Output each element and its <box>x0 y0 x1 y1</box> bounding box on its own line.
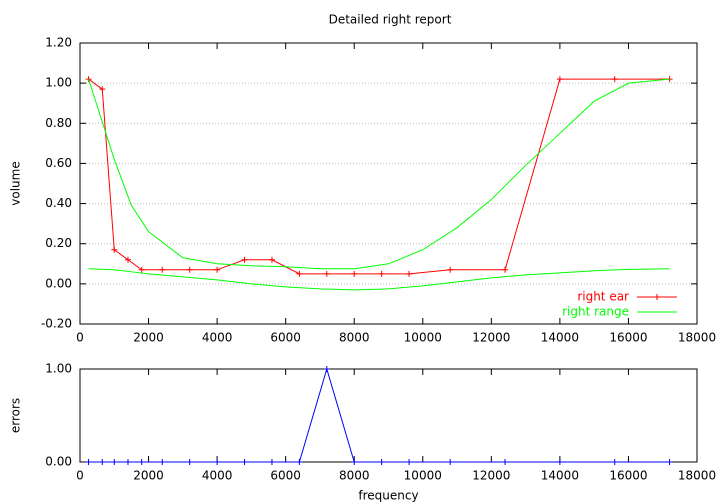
point-marker <box>124 459 131 465</box>
point-marker <box>111 459 118 465</box>
x-tick-label: 4000 <box>202 331 233 345</box>
x-tick-label: 18000 <box>678 331 716 345</box>
x-tick-label: 2000 <box>133 469 164 483</box>
y-tick-label: 1.20 <box>45 36 72 50</box>
point-marker <box>611 76 618 83</box>
point-marker <box>611 459 618 465</box>
point-marker <box>296 459 303 465</box>
y-axis-label: volume <box>9 161 23 205</box>
x-tick-label: 16000 <box>609 469 647 483</box>
series-line <box>88 268 670 291</box>
y-tick-label: 0.00 <box>45 276 72 290</box>
point-marker <box>666 459 673 465</box>
x-tick-label: 18000 <box>678 469 716 483</box>
point-marker <box>159 459 166 465</box>
x-tick-label: 14000 <box>541 469 579 483</box>
point-marker <box>268 256 275 263</box>
point-marker <box>296 270 303 277</box>
point-marker <box>447 266 454 273</box>
x-axis-label: frequency <box>358 489 418 503</box>
y-tick-label: 1.00 <box>45 362 72 376</box>
x-tick-label: 16000 <box>609 331 647 345</box>
x-tick-label: 6000 <box>270 331 301 345</box>
legend-marker <box>654 294 660 300</box>
point-marker <box>214 459 221 465</box>
point-marker <box>138 459 145 465</box>
point-marker <box>138 266 145 273</box>
y-tick-label: -0.20 <box>41 317 72 331</box>
point-marker <box>85 76 92 83</box>
point-marker <box>502 459 509 465</box>
point-marker <box>378 459 385 465</box>
plot-frame <box>79 42 698 325</box>
legend-label: right ear <box>577 290 629 304</box>
y-tick-label: 0.00 <box>45 455 72 469</box>
point-marker <box>378 270 385 277</box>
series-line <box>88 78 670 275</box>
y-tick-label: 0.40 <box>45 196 72 210</box>
series-line <box>88 367 670 463</box>
point-marker <box>351 270 358 277</box>
point-marker <box>323 270 330 277</box>
x-tick-label: 10000 <box>404 469 442 483</box>
y-tick-label: 0.60 <box>45 156 72 170</box>
x-tick-label: 0 <box>76 469 84 483</box>
point-marker <box>351 459 358 465</box>
y-axis-label: errors <box>9 398 23 433</box>
point-marker <box>502 266 509 273</box>
x-tick-label: 12000 <box>472 469 510 483</box>
point-marker <box>214 266 221 273</box>
x-tick-label: 14000 <box>541 331 579 345</box>
point-marker <box>406 459 413 465</box>
chart-title: Detailed right report <box>329 13 452 27</box>
point-marker <box>124 256 131 263</box>
x-tick-label: 10000 <box>404 331 442 345</box>
point-marker <box>99 86 106 93</box>
x-tick-label: 6000 <box>270 469 301 483</box>
x-tick-label: 8000 <box>339 331 370 345</box>
x-tick-label: 2000 <box>133 331 164 345</box>
point-marker <box>323 366 330 372</box>
point-marker <box>241 256 248 263</box>
point-marker <box>111 246 118 253</box>
plot-frame <box>79 368 698 463</box>
point-marker <box>186 266 193 273</box>
point-marker <box>159 266 166 273</box>
point-marker <box>268 459 275 465</box>
x-tick-label: 4000 <box>202 469 233 483</box>
y-tick-label: 0.20 <box>45 236 72 250</box>
x-tick-label: 0 <box>76 331 84 345</box>
point-marker <box>186 459 193 465</box>
point-marker <box>85 459 92 465</box>
point-marker <box>406 270 413 277</box>
x-tick-label: 8000 <box>339 469 370 483</box>
y-tick-label: 0.80 <box>45 116 72 130</box>
point-marker <box>241 459 248 465</box>
series-line <box>88 78 670 270</box>
point-marker <box>447 459 454 465</box>
x-tick-label: 12000 <box>472 331 510 345</box>
point-marker <box>556 459 563 465</box>
legend-label: right range <box>562 305 629 319</box>
point-marker <box>99 459 106 465</box>
point-marker <box>556 76 563 83</box>
y-tick-label: 1.00 <box>45 76 72 90</box>
